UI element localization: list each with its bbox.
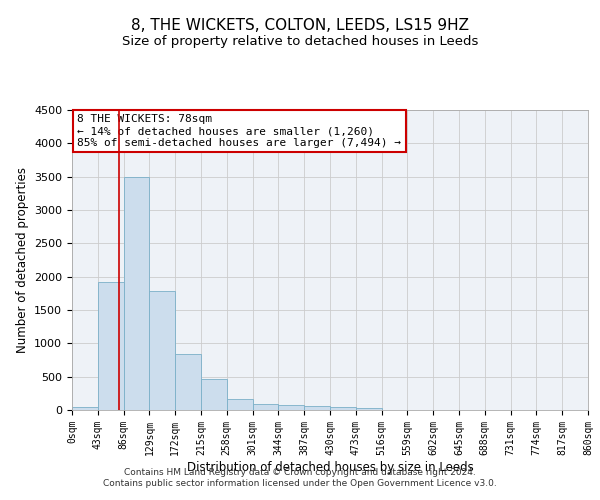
Bar — [253, 404, 278, 410]
Y-axis label: Number of detached properties: Number of detached properties — [16, 167, 29, 353]
Bar — [227, 400, 253, 410]
Bar — [330, 408, 356, 410]
Bar — [124, 176, 149, 410]
Text: 8, THE WICKETS, COLTON, LEEDS, LS15 9HZ: 8, THE WICKETS, COLTON, LEEDS, LS15 9HZ — [131, 18, 469, 32]
Text: 8 THE WICKETS: 78sqm
← 14% of detached houses are smaller (1,260)
85% of semi-de: 8 THE WICKETS: 78sqm ← 14% of detached h… — [77, 114, 401, 148]
Bar — [356, 408, 382, 410]
X-axis label: Distribution of detached houses by size in Leeds: Distribution of detached houses by size … — [187, 460, 473, 473]
Bar — [98, 282, 124, 410]
Bar — [278, 406, 304, 410]
Text: Contains HM Land Registry data © Crown copyright and database right 2024.
Contai: Contains HM Land Registry data © Crown c… — [103, 468, 497, 487]
Bar — [149, 292, 175, 410]
Bar — [201, 380, 227, 410]
Bar — [175, 354, 201, 410]
Bar — [304, 406, 330, 410]
Text: Size of property relative to detached houses in Leeds: Size of property relative to detached ho… — [122, 35, 478, 48]
Bar — [72, 406, 98, 410]
